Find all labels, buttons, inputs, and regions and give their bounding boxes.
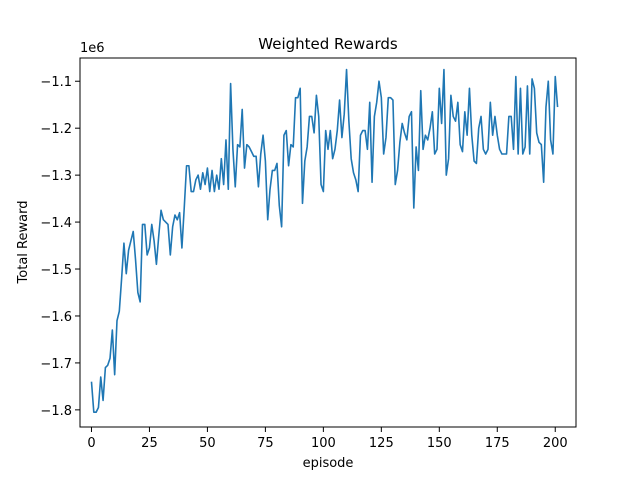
x-tick-label: 0 — [87, 436, 95, 451]
y-tick-label: −1.7 — [40, 357, 72, 372]
y-axis-offset-label: 1e6 — [80, 41, 105, 56]
x-tick-label: 125 — [369, 436, 394, 451]
y-tick-label: −1.6 — [40, 310, 72, 325]
x-tick-label: 175 — [485, 436, 510, 451]
x-tick-label: 75 — [257, 436, 274, 451]
series-line — [90, 68, 559, 414]
x-tick-label: 100 — [311, 436, 336, 451]
x-axis-label: episode — [303, 456, 354, 471]
y-axis: −1.8 −1.7 −1.6 −1.5 −1.4 −1.3 −1.2 −1.1 — [40, 75, 80, 419]
x-tick-label: 25 — [141, 436, 158, 451]
plot-frame — [79, 57, 577, 428]
x-tick-label: 50 — [199, 436, 216, 451]
chart-title: Weighted Rewards — [258, 35, 398, 53]
y-tick-label: −1.3 — [40, 169, 72, 184]
y-tick-label: −1.2 — [40, 122, 72, 137]
y-tick-label: −1.5 — [40, 263, 72, 278]
y-axis-label: Total Reward — [16, 201, 31, 285]
x-tick-label: 150 — [427, 436, 452, 451]
y-tick-label: −1.1 — [40, 75, 72, 90]
x-tick-label: 200 — [543, 436, 568, 451]
x-axis: 0 25 50 75 100 125 150 175 200 — [87, 427, 568, 451]
y-tick-label: −1.4 — [40, 216, 72, 231]
plot-area — [90, 68, 559, 414]
y-tick-label: −1.8 — [40, 404, 72, 419]
